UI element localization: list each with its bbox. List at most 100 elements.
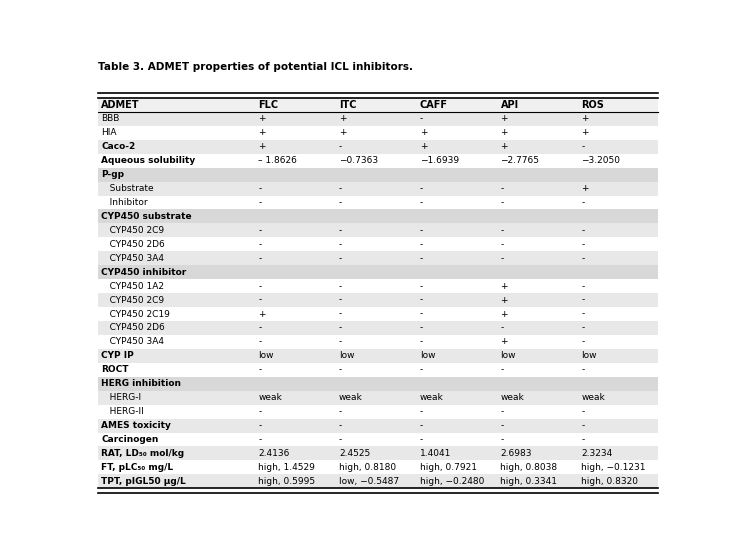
Text: -: - <box>420 435 423 444</box>
Text: -: - <box>258 254 261 263</box>
Text: -: - <box>339 407 342 416</box>
Text: high, 0.3341: high, 0.3341 <box>500 477 557 486</box>
Text: Caco-2: Caco-2 <box>101 142 136 151</box>
Bar <box>98 279 658 293</box>
Text: −1.6939: −1.6939 <box>420 156 459 165</box>
Text: -: - <box>582 226 584 235</box>
Text: -: - <box>582 254 584 263</box>
Text: -: - <box>258 226 261 235</box>
Bar <box>98 154 658 168</box>
Text: +: + <box>420 142 427 151</box>
Bar <box>98 419 658 433</box>
Text: −3.2050: −3.2050 <box>582 156 620 165</box>
Bar <box>98 168 658 182</box>
Text: CYP450 3A4: CYP450 3A4 <box>101 337 165 347</box>
Text: HERG inhibition: HERG inhibition <box>101 379 182 388</box>
Text: -: - <box>420 226 423 235</box>
Text: high, −0.2480: high, −0.2480 <box>420 477 484 486</box>
Text: CAFF: CAFF <box>420 100 448 110</box>
Text: high, 0.7921: high, 0.7921 <box>420 463 477 472</box>
Text: 2.3234: 2.3234 <box>582 449 613 458</box>
Text: -: - <box>258 337 261 347</box>
Text: high, 0.5995: high, 0.5995 <box>258 477 315 486</box>
Text: HERG-I: HERG-I <box>101 393 142 402</box>
Text: -: - <box>420 323 423 332</box>
Text: Table 3. ADMET properties of potential ICL inhibitors.: Table 3. ADMET properties of potential I… <box>98 62 413 72</box>
Text: Aqueous solubility: Aqueous solubility <box>101 156 196 165</box>
Text: weak: weak <box>258 393 282 402</box>
Text: FT, pLC₅₀ mg/L: FT, pLC₅₀ mg/L <box>101 463 173 472</box>
Text: +: + <box>500 295 508 305</box>
Bar <box>98 391 658 404</box>
Text: low: low <box>420 352 435 360</box>
Text: -: - <box>500 226 504 235</box>
Text: -: - <box>258 295 261 305</box>
Text: -: - <box>500 435 504 444</box>
Text: -: - <box>582 323 584 332</box>
Text: -: - <box>582 295 584 305</box>
Text: -: - <box>420 240 423 249</box>
Text: CYP450 1A2: CYP450 1A2 <box>101 282 165 290</box>
Bar <box>98 182 658 196</box>
Text: +: + <box>500 128 508 137</box>
Bar <box>98 98 658 112</box>
Text: Inhibitor: Inhibitor <box>101 198 148 207</box>
Text: -: - <box>582 282 584 290</box>
Bar <box>98 404 658 419</box>
Text: +: + <box>258 310 266 318</box>
Text: +: + <box>500 142 508 151</box>
Text: high, 0.8038: high, 0.8038 <box>500 463 558 472</box>
Bar <box>98 223 658 237</box>
Bar <box>98 307 658 321</box>
Bar <box>98 461 658 474</box>
Text: -: - <box>258 240 261 249</box>
Text: CYP450 2D6: CYP450 2D6 <box>101 323 165 332</box>
Text: ITC: ITC <box>339 100 356 110</box>
Text: +: + <box>420 128 427 137</box>
Text: Carcinogen: Carcinogen <box>101 435 159 444</box>
Bar <box>98 251 658 265</box>
Text: CYP IP: CYP IP <box>101 352 134 360</box>
Text: high, 0.8180: high, 0.8180 <box>339 463 396 472</box>
Text: -: - <box>339 435 342 444</box>
Text: 1.4041: 1.4041 <box>420 449 451 458</box>
Text: -: - <box>258 421 261 430</box>
Text: HIA: HIA <box>101 128 117 137</box>
Text: CYP450 3A4: CYP450 3A4 <box>101 254 165 263</box>
Text: weak: weak <box>500 393 524 402</box>
Bar <box>98 126 658 140</box>
Text: -: - <box>339 198 342 207</box>
Bar <box>98 433 658 446</box>
Text: -: - <box>339 337 342 347</box>
Text: -: - <box>500 365 504 374</box>
Text: -: - <box>339 142 342 151</box>
Text: -: - <box>582 435 584 444</box>
Text: -: - <box>500 240 504 249</box>
Text: -: - <box>420 310 423 318</box>
Text: HERG-II: HERG-II <box>101 407 144 416</box>
Bar <box>98 140 658 154</box>
Text: CYP450 2C9: CYP450 2C9 <box>101 295 165 305</box>
Text: -: - <box>339 421 342 430</box>
Text: 2.4136: 2.4136 <box>258 449 290 458</box>
Text: +: + <box>500 310 508 318</box>
Bar <box>98 363 658 377</box>
Bar <box>98 446 658 461</box>
Bar <box>98 474 658 488</box>
Text: -: - <box>582 310 584 318</box>
Text: -: - <box>420 198 423 207</box>
Text: -: - <box>420 365 423 374</box>
Text: -: - <box>339 240 342 249</box>
Text: – 1.8626: – 1.8626 <box>258 156 297 165</box>
Text: P-gp: P-gp <box>101 170 125 179</box>
Text: -: - <box>258 323 261 332</box>
Text: +: + <box>258 142 266 151</box>
Text: -: - <box>339 184 342 193</box>
Text: +: + <box>500 282 508 290</box>
Bar <box>98 377 658 391</box>
Text: -: - <box>582 407 584 416</box>
Text: high, −0.1231: high, −0.1231 <box>582 463 646 472</box>
Text: CYP450 inhibitor: CYP450 inhibitor <box>101 268 187 277</box>
Text: -: - <box>258 407 261 416</box>
Text: high, 1.4529: high, 1.4529 <box>258 463 315 472</box>
